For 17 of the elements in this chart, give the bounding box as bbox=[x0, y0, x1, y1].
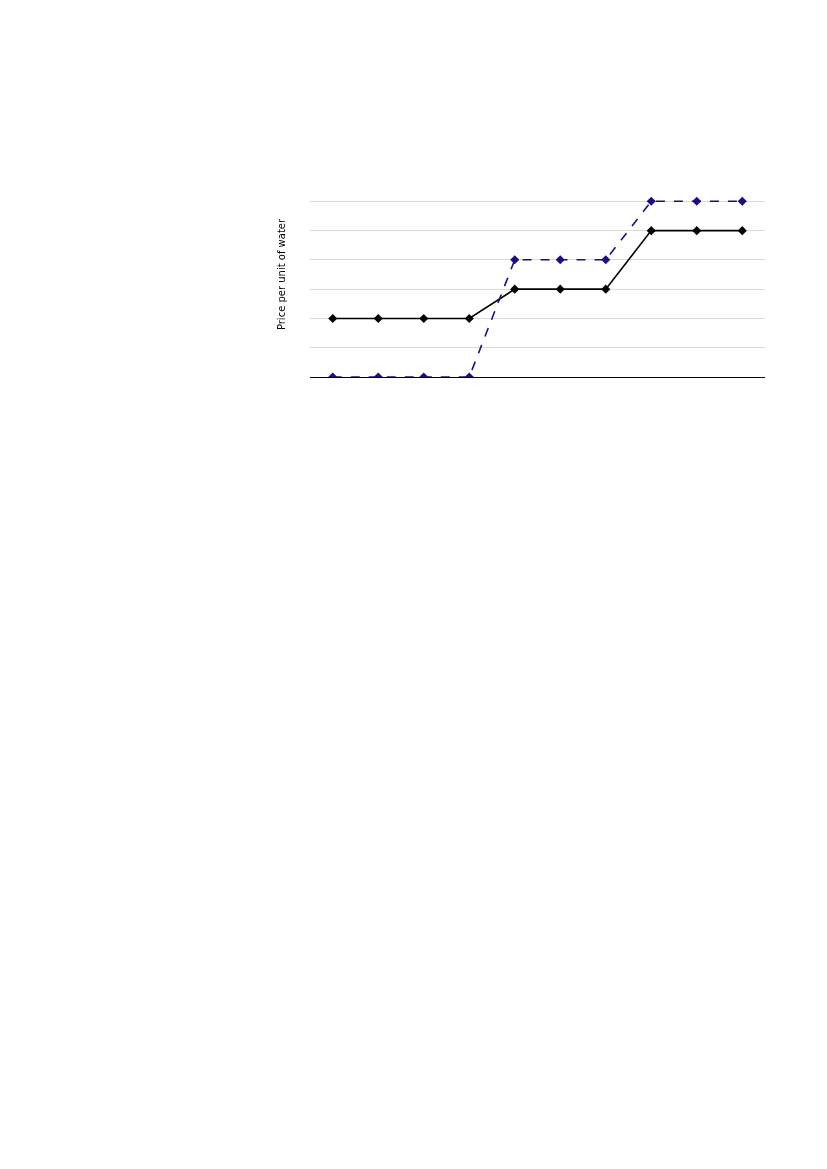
point bbox=[510, 284, 520, 294]
point bbox=[646, 196, 656, 206]
y-axis-title: Price per unit of water bbox=[276, 218, 287, 331]
point bbox=[328, 313, 338, 324]
point bbox=[601, 255, 611, 265]
point bbox=[646, 226, 656, 236]
point bbox=[692, 226, 702, 236]
point bbox=[737, 226, 747, 236]
point bbox=[510, 255, 520, 265]
point bbox=[692, 196, 702, 206]
point bbox=[601, 284, 611, 294]
point bbox=[555, 284, 565, 294]
point bbox=[373, 313, 383, 324]
point bbox=[555, 255, 565, 265]
point bbox=[737, 196, 747, 206]
point bbox=[419, 313, 429, 324]
point bbox=[464, 313, 474, 324]
